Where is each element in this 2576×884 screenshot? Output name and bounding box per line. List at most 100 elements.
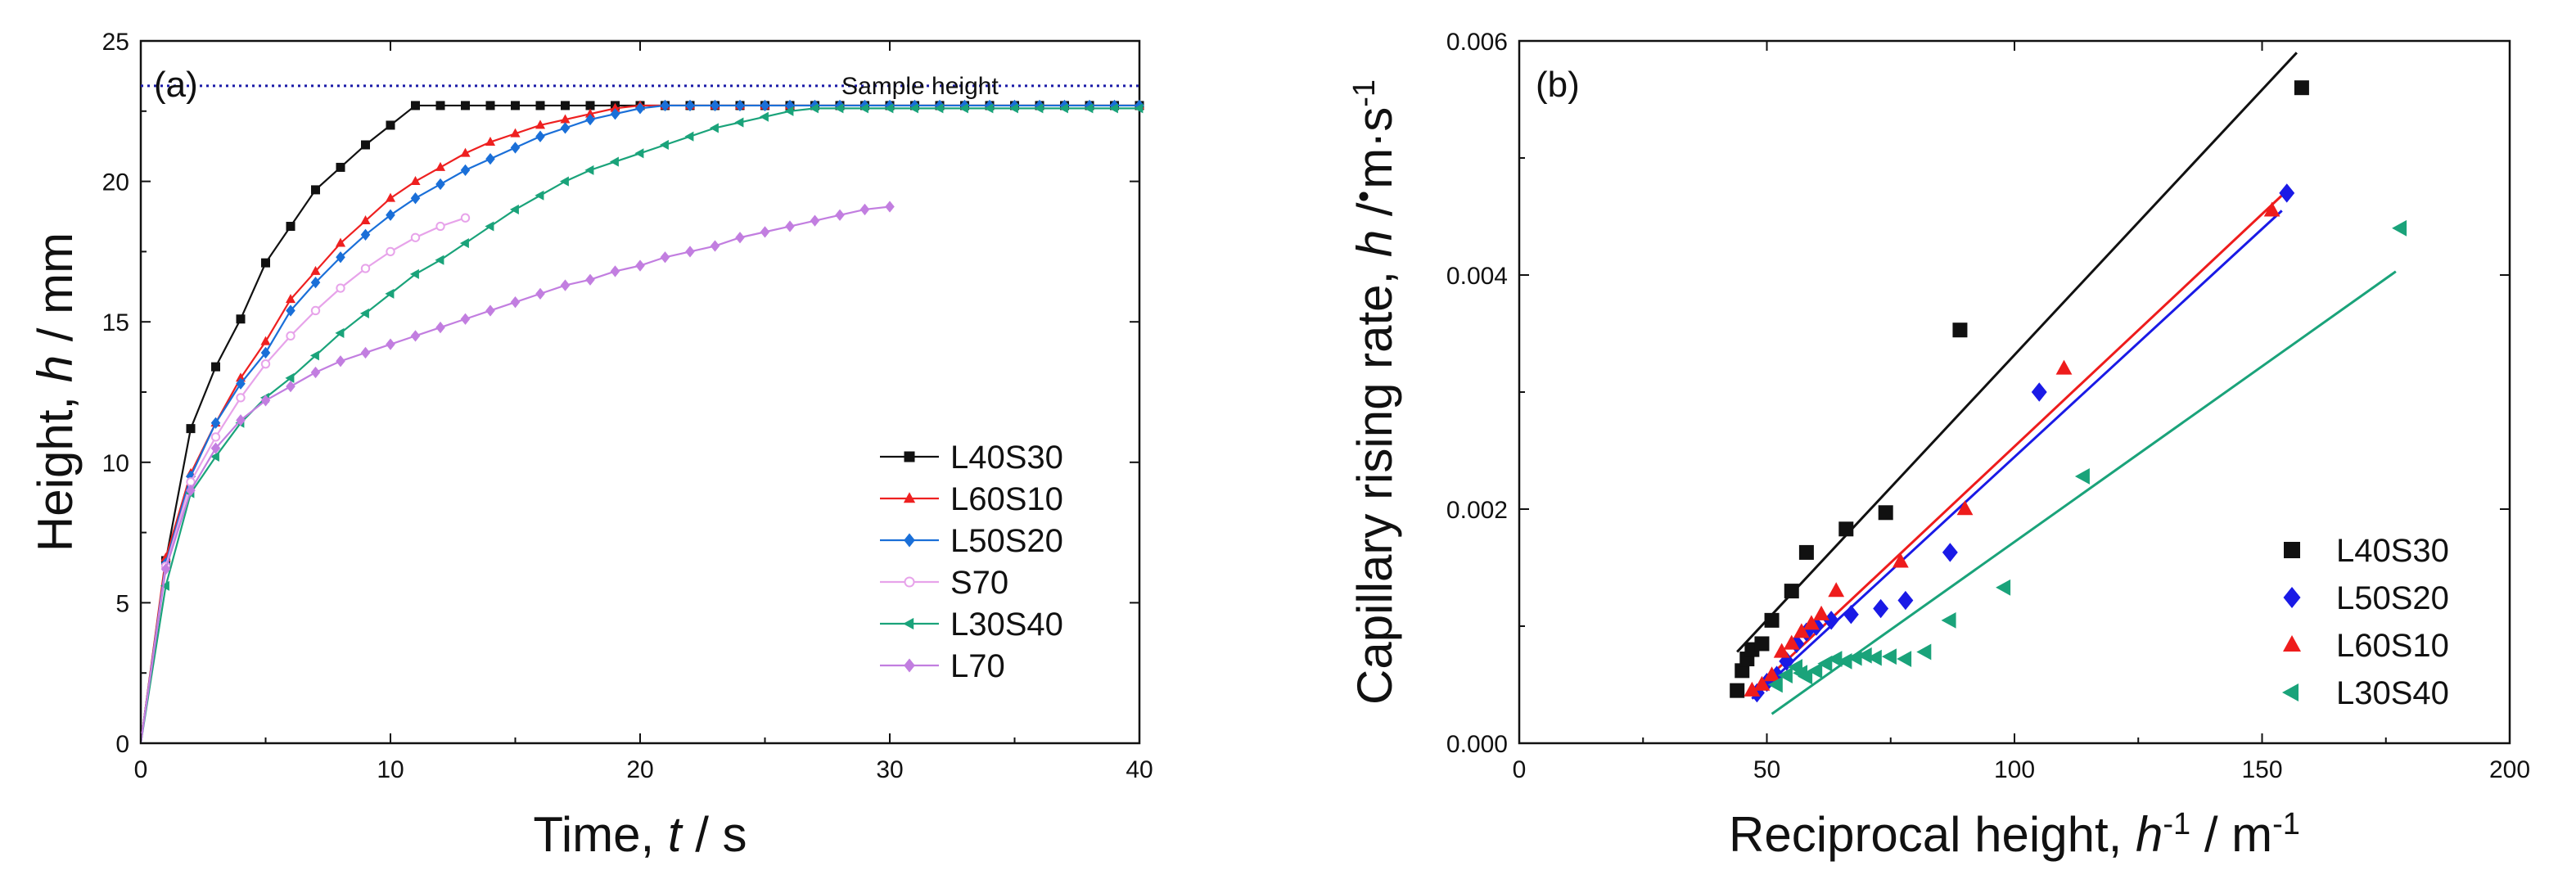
series-s70 — [139, 213, 471, 744]
data-point-l70 — [360, 346, 371, 359]
legend-label: L60S10 — [950, 481, 1063, 517]
data-point-l50s20 — [1759, 672, 1775, 692]
data-point-l30s40 — [1008, 103, 1018, 114]
data-point-l70 — [660, 251, 670, 264]
legend-marker-l50s20 — [2283, 587, 2301, 608]
series-l60s10 — [139, 100, 1145, 744]
data-point-l60s10 — [1828, 582, 1845, 598]
data-point-l30s40 — [659, 139, 669, 151]
data-point-l50s20 — [2031, 382, 2047, 402]
data-point-s70 — [386, 246, 395, 257]
data-point-l40s30 — [485, 101, 495, 110]
data-point-l60s10 — [1744, 681, 1761, 697]
data-point-l40s30 — [386, 120, 395, 130]
panel-a-y-tick-label: 20 — [102, 169, 129, 196]
data-point-l40s30 — [1764, 612, 1780, 628]
fit-line-l30s40 — [1771, 270, 2397, 715]
data-point-l70 — [435, 321, 445, 334]
data-point-l30s40 — [385, 288, 395, 299]
data-point-l30s40 — [1941, 611, 1956, 629]
data-point-s70 — [210, 432, 221, 442]
legend-marker-l70 — [904, 658, 915, 673]
data-point-l50s20 — [260, 346, 271, 359]
data-point-l30s40 — [435, 255, 444, 265]
series-l70 — [139, 201, 895, 744]
data-point-l50s20 — [760, 99, 770, 112]
legend-marker-l40s30 — [904, 451, 915, 462]
data-point-l50s20 — [460, 164, 471, 177]
data-point-l30s40 — [210, 451, 219, 462]
data-point-l60s10 — [584, 108, 596, 118]
legend-marker-l40s30 — [2284, 542, 2300, 558]
panel-b-legend: L40S30 L50S20 L60S10 L30S40 — [2282, 533, 2449, 711]
data-point-s70 — [336, 283, 345, 293]
data-point-l70 — [160, 563, 171, 575]
data-point-l40s30 — [236, 314, 246, 324]
legend-marker-s70 — [904, 576, 915, 588]
data-point-l30s40 — [1847, 649, 1862, 666]
data-point-s70 — [260, 359, 271, 369]
data-point-l30s40 — [2392, 219, 2407, 237]
data-point-l30s40 — [1881, 648, 1897, 665]
series-line-l70 — [139, 205, 891, 744]
legend-item-l60s10: L60S10 — [880, 481, 1063, 517]
legend-label: L50S20 — [2336, 580, 2449, 616]
data-point-l30s40 — [1767, 676, 1783, 693]
panel-a-chart: Sample height 0 10 20 30 40 0 5 10 15 20 25 (a) Ti… — [28, 29, 1153, 862]
data-point-l40s30 — [211, 362, 220, 372]
panel-b-chart: 0 50 100 150 200 0.000 0.002 0.004 0.006 (b) Rec… — [1347, 29, 2530, 862]
data-point-l30s40 — [1866, 649, 1882, 666]
y-axis-derivative-dot — [1359, 192, 1369, 201]
legend-item-s70: S70 — [880, 565, 1008, 601]
data-point-l30s40 — [485, 221, 494, 232]
data-point-l30s40 — [984, 103, 994, 114]
legend-label: L30S40 — [950, 607, 1063, 643]
data-point-l40s30 — [261, 258, 270, 268]
data-point-l50s20 — [310, 277, 321, 289]
panel-a-ticks: 0 10 20 30 40 0 5 10 15 20 25 — [102, 29, 1153, 783]
data-point-l30s40 — [1034, 103, 1044, 114]
legend-marker-l60s10 — [903, 492, 916, 503]
data-point-l30s40 — [809, 103, 819, 114]
panel-a-x-tick-label: 10 — [377, 756, 404, 783]
data-point-l70 — [610, 265, 620, 277]
panel-a-y-tick-label: 15 — [102, 309, 129, 336]
legend-label: L30S40 — [2336, 675, 2449, 711]
legend-item-l60s10: L60S10 — [2283, 628, 2449, 664]
data-point-l30s40 — [1916, 643, 1932, 661]
data-point-l60s10 — [435, 161, 446, 171]
data-point-l30s40 — [1897, 651, 1912, 667]
data-point-l70 — [859, 203, 870, 216]
data-point-l60s10 — [1763, 666, 1780, 682]
data-point-l50s20 — [585, 113, 595, 126]
data-point-l70 — [810, 214, 820, 227]
legend-label: L70 — [950, 648, 1005, 684]
data-point-l30s40 — [559, 176, 569, 187]
data-point-l60s10 — [560, 114, 571, 124]
data-point-l40s30 — [461, 101, 470, 110]
data-point-l30s40 — [359, 308, 369, 318]
data-point-l50s20 — [210, 417, 221, 429]
data-point-l70 — [835, 209, 845, 221]
series-line-s70 — [139, 217, 466, 744]
panel-b-y-axis-title: Capillary rising rate, h / m·s-1 — [1347, 79, 1402, 705]
data-point-s70 — [410, 232, 421, 242]
data-point-l70 — [410, 330, 421, 342]
data-point-l60s10 — [485, 136, 496, 146]
data-point-l50s20 — [660, 99, 670, 112]
panel-a-y-tick-label: 5 — [115, 590, 129, 617]
data-point-l30s40 — [884, 103, 894, 114]
panel-b-y-tick-label: 0.002 — [1446, 497, 1508, 524]
data-point-l50s20 — [1823, 611, 1839, 630]
data-point-l60s10 — [1956, 500, 1974, 516]
data-point-l60s10 — [260, 336, 271, 345]
panel-a-x-axis-title: Time, t / s — [533, 807, 747, 862]
data-point-l60s10 — [1793, 623, 1810, 638]
data-point-l60s10 — [1803, 615, 1820, 630]
data-point-s70 — [236, 393, 246, 403]
panel-b-x-tick-label: 50 — [1753, 756, 1780, 783]
data-point-l40s30 — [311, 185, 320, 195]
panel-b-x-tick-label: 150 — [2241, 756, 2282, 783]
data-point-l40s30 — [1952, 322, 1968, 338]
data-point-l40s30 — [585, 101, 595, 110]
